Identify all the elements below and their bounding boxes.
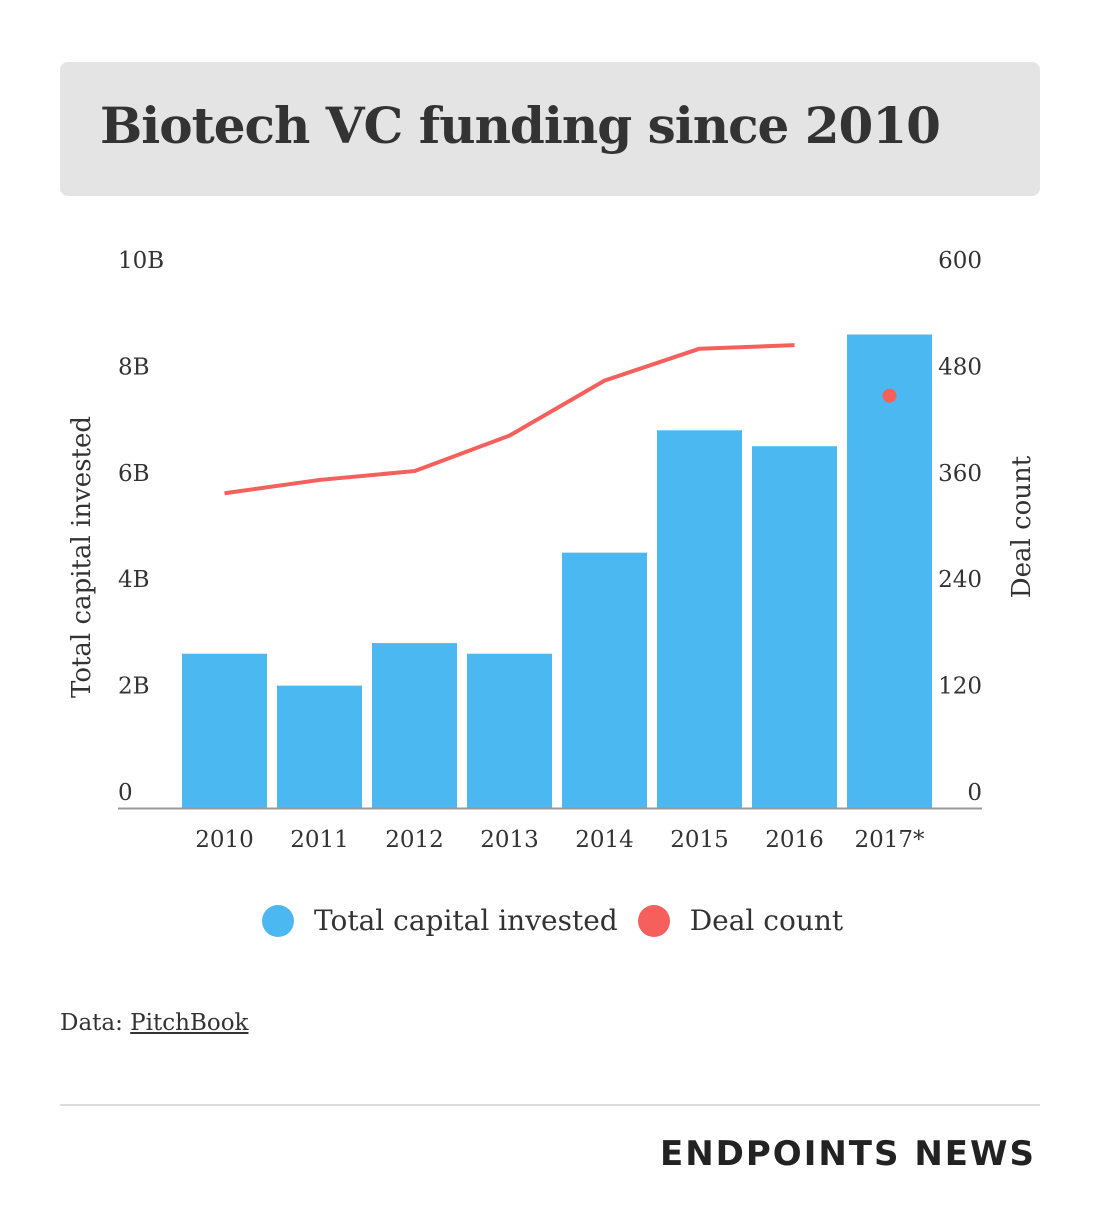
- bar-2014: [562, 552, 647, 808]
- source-prefix: Data:: [60, 1010, 131, 1036]
- left-axis-title: Total capital invested: [67, 416, 97, 698]
- left-tick-label: 10B: [118, 248, 164, 274]
- x-tick-label: 2015: [670, 827, 729, 853]
- left-tick-label: 4B: [118, 567, 150, 593]
- left-tick-label: 6B: [118, 461, 150, 487]
- right-tick-label: 480: [938, 354, 982, 380]
- x-tick-label: 2014: [575, 827, 634, 853]
- bar-2015: [657, 430, 742, 808]
- source-note: Data: PitchBook: [60, 1010, 248, 1036]
- title-box: Biotech VC funding since 2010: [60, 62, 1040, 196]
- x-tick-label: 2012: [385, 827, 444, 853]
- legend-item-deals: Deal count: [637, 904, 844, 937]
- brand-logo: ENDPOINTS NEWS: [659, 1134, 1036, 1174]
- x-tick-label: 2017*: [854, 827, 925, 853]
- legend-swatch-capital: [262, 904, 294, 937]
- divider: [60, 1104, 1040, 1106]
- bar-2012: [372, 643, 457, 808]
- left-tick-label: 0: [118, 780, 133, 806]
- left-tick-label: 2B: [118, 674, 150, 700]
- bar-2017: [847, 334, 932, 808]
- x-tick-label: 2011: [290, 827, 349, 853]
- left-tick-label: 8B: [118, 354, 150, 380]
- bar-2016: [752, 446, 837, 808]
- deal-point-2017: [882, 388, 897, 403]
- legend-item-capital: Total capital invested: [262, 904, 618, 937]
- bar-2010: [182, 653, 267, 808]
- x-tick-label: 2010: [195, 827, 254, 853]
- x-tick-label: 2016: [765, 827, 824, 853]
- x-tick-label: 2013: [480, 827, 539, 853]
- right-tick-label: 600: [938, 248, 982, 274]
- right-tick-label: 0: [967, 780, 982, 806]
- right-tick-label: 120: [938, 674, 982, 700]
- right-axis-title: Deal count: [1007, 455, 1037, 598]
- bar-2013: [467, 653, 552, 808]
- right-tick-label: 240: [938, 567, 982, 593]
- legend: Total capital invested Deal count: [262, 904, 863, 937]
- right-tick-label: 360: [938, 461, 982, 487]
- legend-label-capital: Total capital invested: [314, 904, 618, 937]
- bar-2011: [277, 685, 362, 808]
- chart-title: Biotech VC funding since 2010: [100, 96, 941, 155]
- chart: 0 2B 4B 6B 8B 10B 0 120 240 360 480 600 2010 2011 2012…: [67, 248, 1037, 853]
- source-link[interactable]: PitchBook: [130, 1010, 249, 1036]
- legend-swatch-deals: [637, 904, 670, 937]
- legend-label-deals: Deal count: [689, 904, 844, 937]
